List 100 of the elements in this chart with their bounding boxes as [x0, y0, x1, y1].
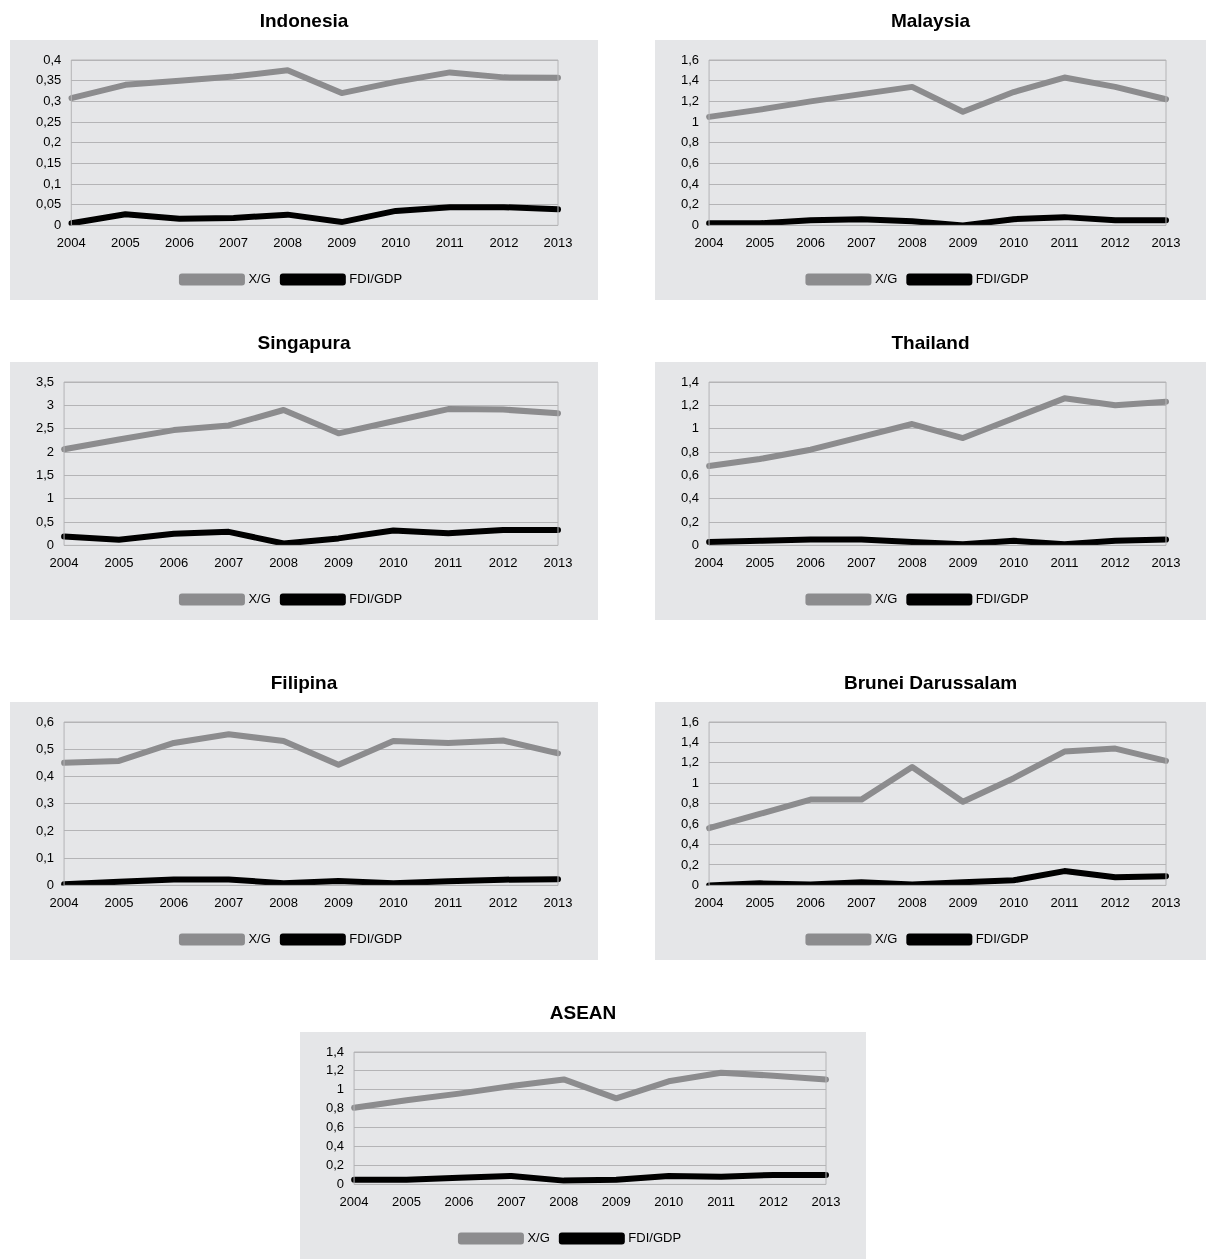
x-tick-label: 2004 — [339, 1193, 369, 1209]
y-tick-label: 0,2 — [680, 196, 700, 212]
legend-label: FDI/GDP — [975, 591, 1029, 607]
x-tick-label: 2004 — [694, 554, 724, 570]
x-tick-label: 2006 — [796, 234, 826, 250]
y-tick-label: 0,6 — [680, 466, 700, 482]
x-tick-label: 2013 — [1151, 234, 1181, 250]
y-tick-label: 0,2 — [43, 134, 62, 150]
y-tick-label: 0,4 — [680, 836, 700, 852]
y-tick-label: 0,4 — [35, 768, 55, 784]
x-tick-label: 2009 — [324, 554, 353, 570]
chart-title: ASEAN — [548, 1002, 618, 1024]
legend-label: FDI/GDP — [349, 271, 403, 287]
y-tick-label: 2,5 — [35, 420, 55, 436]
x-tick-label: 2010 — [654, 1193, 684, 1209]
x-tick-label: 2005 — [745, 234, 775, 250]
x-tick-label: 2011 — [435, 234, 464, 250]
x-tick-label: 2007 — [846, 894, 876, 910]
x-tick-label: 2013 — [811, 1193, 841, 1209]
chart-title: Thailand — [890, 332, 971, 354]
legend-label: X/G — [248, 931, 271, 947]
y-tick-label: 1,4 — [325, 1043, 345, 1059]
x-tick-label: 2006 — [159, 894, 189, 910]
x-tick-label: 2013 — [543, 234, 573, 250]
x-tick-label: 2012 — [488, 894, 518, 910]
x-tick-label: 2009 — [327, 234, 357, 250]
x-tick-label: 2005 — [392, 1193, 421, 1209]
x-tick-label: 2008 — [269, 894, 299, 910]
y-tick-label: 3,5 — [35, 373, 55, 389]
y-tick-label: 0,6 — [680, 815, 700, 831]
y-tick-label: 0,2 — [680, 513, 700, 529]
y-tick-label: 0,6 — [35, 713, 55, 729]
x-tick-label: 2006 — [444, 1193, 474, 1209]
y-tick-label: 1,2 — [680, 754, 700, 770]
y-tick-label: 1,5 — [35, 466, 55, 482]
x-tick-label: 2007 — [219, 234, 248, 250]
x-tick-label: 2008 — [897, 554, 927, 570]
x-tick-label: 2011 — [1050, 554, 1079, 570]
x-tick-label: 2012 — [1100, 894, 1130, 910]
chart-title: Indonesia — [258, 10, 350, 32]
y-tick-label: 0 — [691, 216, 700, 232]
x-tick-label: 2009 — [948, 894, 978, 910]
x-tick-label: 2006 — [796, 554, 826, 570]
x-tick-label: 2011 — [1050, 894, 1079, 910]
y-tick-label: 0,2 — [680, 856, 700, 872]
x-tick-label: 2007 — [846, 554, 876, 570]
y-tick-label: 0,8 — [680, 443, 700, 459]
x-tick-label: 2010 — [999, 894, 1029, 910]
x-tick-label: 2010 — [378, 894, 408, 910]
x-tick-label: 2011 — [434, 554, 463, 570]
chart-title: Singapura — [256, 332, 352, 354]
y-tick-label: 0 — [54, 216, 62, 232]
x-tick-label: 2004 — [49, 894, 79, 910]
y-tick-label: 0,4 — [680, 175, 700, 191]
y-tick-label: 0,4 — [680, 490, 700, 506]
x-tick-label: 2008 — [897, 234, 927, 250]
x-tick-label: 2007 — [496, 1193, 526, 1209]
x-tick-label: 2006 — [165, 234, 194, 250]
x-tick-label: 2005 — [104, 894, 134, 910]
legend-label: X/G — [874, 931, 898, 947]
x-tick-label: 2013 — [543, 894, 573, 910]
x-tick-label: 2010 — [999, 234, 1029, 250]
y-tick-label: 1 — [46, 490, 55, 506]
x-tick-label: 2006 — [796, 894, 826, 910]
y-tick-label: 0,25 — [35, 113, 62, 129]
x-tick-label: 2010 — [999, 554, 1029, 570]
y-tick-label: 0,5 — [35, 513, 55, 529]
x-tick-label: 2012 — [759, 1193, 789, 1209]
legend-label: X/G — [248, 271, 271, 287]
y-tick-label: 0,8 — [680, 795, 700, 811]
x-tick-label: 2011 — [1050, 234, 1079, 250]
y-tick-label: 0,8 — [680, 134, 700, 150]
x-tick-label: 2008 — [549, 1193, 579, 1209]
x-tick-label: 2012 — [1100, 234, 1130, 250]
y-tick-label: 1,4 — [680, 734, 700, 749]
x-tick-label: 2005 — [110, 234, 140, 250]
y-tick-label: 0 — [46, 536, 55, 552]
y-tick-label: 0,1 — [43, 175, 62, 191]
y-tick-label: 1 — [691, 420, 700, 436]
legend-label: FDI/GDP — [975, 271, 1029, 287]
chart-title: Malaysia — [889, 10, 972, 32]
y-tick-label: 0,2 — [325, 1157, 345, 1173]
chart-title: Brunei Darussalam — [842, 672, 1019, 694]
y-tick-label: 1 — [691, 774, 700, 790]
x-tick-label: 2010 — [378, 554, 408, 570]
chart-title: Filipina — [269, 672, 339, 694]
y-tick-label: 1,2 — [680, 92, 700, 108]
x-tick-label: 2010 — [381, 234, 411, 250]
y-tick-label: 1,4 — [680, 373, 700, 389]
legend-label: FDI/GDP — [349, 931, 403, 947]
x-tick-label: 2012 — [489, 234, 519, 250]
x-tick-label: 2009 — [948, 554, 978, 570]
x-tick-label: 2011 — [434, 894, 463, 910]
x-tick-label: 2009 — [324, 894, 353, 910]
y-tick-label: 0,6 — [680, 154, 700, 170]
y-tick-label: 0,1 — [35, 849, 55, 865]
x-tick-label: 2013 — [1151, 554, 1181, 570]
legend-label: FDI/GDP — [975, 931, 1029, 947]
y-tick-label: 1,2 — [680, 396, 700, 412]
y-tick-label: 0 — [691, 876, 700, 892]
